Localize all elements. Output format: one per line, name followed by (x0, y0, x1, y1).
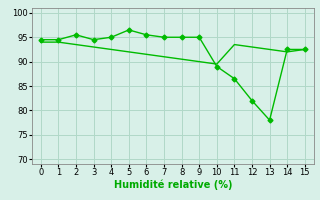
X-axis label: Humidité relative (%): Humidité relative (%) (114, 180, 232, 190)
